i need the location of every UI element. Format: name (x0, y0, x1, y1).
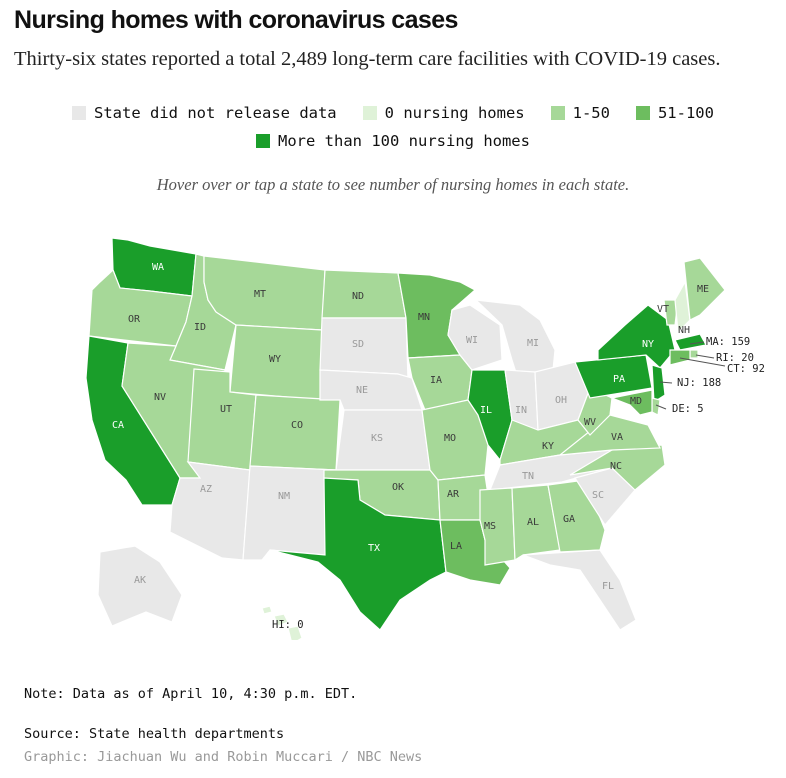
state-label-fl: FL (602, 581, 614, 592)
legend-item-none: State did not release data (72, 104, 337, 122)
chart-title: Nursing homes with coronavirus cases (14, 6, 458, 34)
callout-label-hi: HI: 0 (272, 619, 304, 631)
state-shapes (85, 237, 726, 640)
state-hi[interactable] (261, 605, 303, 640)
state-label-mt: MT (254, 289, 266, 300)
legend-item-low: 1-50 (550, 104, 610, 122)
state-md[interactable] (609, 389, 653, 416)
us-map: WA OR CA ID NV MT WY UT AZ CO NM ND SD NE KS OK TX MN IA MO… (85, 237, 765, 640)
legend-row-1: State did not release data 0 nursing hom… (0, 104, 786, 122)
state-label-nh: NH (678, 325, 690, 336)
state-label-nd: ND (352, 291, 364, 302)
state-label-wv: WV (584, 417, 596, 428)
state-label-id: ID (194, 322, 206, 333)
state-fl[interactable] (522, 549, 637, 631)
state-al[interactable] (511, 484, 561, 562)
state-label-al: AL (527, 517, 539, 528)
state-label-in: IN (515, 405, 527, 416)
legend-label-mid: 51-100 (657, 104, 714, 122)
footnote: Note: Data as of April 10, 4:30 p.m. EDT… (24, 686, 358, 702)
legend-label-zero: 0 nursing homes (384, 104, 525, 122)
callout-line-ri (695, 354, 715, 359)
state-label-la: LA (450, 541, 462, 552)
state-label-wi: WI (466, 335, 478, 346)
state-label-md: MD (630, 396, 642, 407)
legend-swatch-zero (362, 106, 377, 120)
credit-line: Graphic: Jiachuan Wu and Robin Muccari /… (24, 749, 423, 765)
state-label-az: AZ (200, 484, 212, 495)
state-label-sc: SC (592, 490, 604, 501)
state-label-va: VA (611, 432, 623, 443)
state-label-ne: NE (356, 385, 368, 396)
legend-item-mid: 51-100 (635, 104, 714, 122)
callout-line-ct (679, 357, 726, 367)
state-label-ca: CA (112, 420, 124, 431)
state-label-ar: AR (447, 489, 460, 500)
callout-line-nj (659, 381, 673, 384)
state-label-il: IL (480, 405, 492, 416)
legend-item-high: More than 100 nursing homes (256, 132, 530, 150)
callout-label-ri: RI: 20 (716, 352, 754, 364)
state-labels: WA OR CA ID NV MT WY UT AZ CO NM ND SD NE KS OK TX MN IA MO… (112, 262, 709, 592)
state-ma[interactable] (674, 333, 707, 351)
state-label-vt: VT (657, 304, 669, 315)
state-label-ak: AK (134, 575, 146, 586)
state-ct[interactable] (669, 349, 691, 366)
legend-swatch-none (72, 106, 87, 120)
state-label-ok: OK (392, 482, 404, 493)
callout-label-de: DE: 5 (672, 403, 704, 415)
callout-line-de (655, 404, 667, 410)
state-label-ia: IA (430, 375, 442, 386)
state-label-or: OR (128, 314, 141, 325)
state-label-ky: KY (542, 441, 554, 452)
state-vt[interactable] (663, 299, 679, 326)
state-label-mn: MN (418, 312, 430, 323)
state-label-sd: SD (352, 339, 364, 350)
callout-label-ct: CT: 92 (727, 363, 765, 375)
state-label-ut: UT (220, 404, 232, 415)
callout-label-ma: MA: 159 (706, 336, 750, 348)
state-label-mi: MI (527, 338, 539, 349)
legend-item-zero: 0 nursing homes (362, 104, 525, 122)
state-nm[interactable] (242, 465, 337, 561)
legend-row-2: More than 100 nursing homes (0, 132, 786, 150)
legend-swatch-low (550, 106, 565, 120)
legend-label-high: More than 100 nursing homes (278, 132, 530, 150)
hover-instruction: Hover over or tap a state to see number … (156, 175, 630, 194)
state-label-wy: WY (269, 354, 281, 365)
state-wi[interactable] (447, 304, 503, 371)
callout-line-ma (689, 341, 705, 345)
state-ri[interactable] (689, 349, 699, 359)
state-label-pa: PA (613, 374, 625, 385)
legend-swatch-mid (635, 106, 650, 120)
state-label-mo: MO (444, 433, 456, 444)
state-label-tx: TX (368, 543, 380, 554)
legend-swatch-high (256, 134, 271, 148)
state-me[interactable] (683, 257, 726, 321)
state-label-tn: TN (522, 471, 534, 482)
legend: State did not release data 0 nursing hom… (0, 104, 786, 150)
state-label-nm: NM (278, 491, 290, 502)
legend-label-none: State did not release data (94, 104, 337, 122)
state-label-co: CO (291, 420, 303, 431)
state-label-wa: WA (152, 262, 164, 273)
chart-subtitle: Thirty-six states reported a total 2,489… (14, 48, 721, 70)
state-label-ga: GA (563, 514, 575, 525)
state-label-ny: NY (642, 339, 654, 350)
state-label-me: ME (697, 284, 709, 295)
state-label-ms: MS (484, 521, 496, 532)
state-nj[interactable] (651, 364, 666, 404)
source-line: Source: State health departments (24, 726, 285, 742)
legend-label-low: 1-50 (572, 104, 610, 122)
state-ak[interactable] (97, 545, 183, 627)
state-label-oh: OH (555, 395, 567, 406)
state-label-nc: NC (610, 461, 622, 472)
state-tx[interactable] (269, 477, 447, 631)
state-label-nv: NV (154, 392, 166, 403)
state-label-ks: KS (371, 433, 383, 444)
state-co[interactable] (249, 394, 341, 471)
callout-label-nj: NJ: 188 (677, 377, 721, 389)
state-or[interactable] (88, 268, 193, 347)
